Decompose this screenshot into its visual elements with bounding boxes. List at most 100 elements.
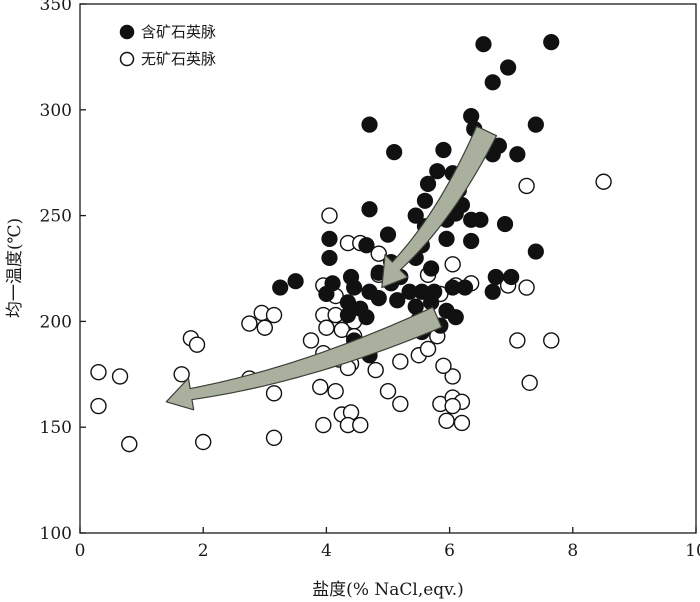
y-tick-label: 350 bbox=[40, 0, 72, 15]
legend: 含矿石英脉 无矿石英脉 bbox=[119, 23, 216, 68]
data-point-barren bbox=[444, 368, 461, 385]
data-point-barren bbox=[370, 245, 387, 262]
data-point-barren bbox=[173, 366, 190, 383]
data-point-ore bbox=[496, 215, 514, 233]
data-point-barren bbox=[327, 383, 344, 400]
legend-marker-ore bbox=[119, 24, 135, 40]
data-point-barren bbox=[121, 435, 138, 453]
data-point-barren bbox=[509, 332, 526, 349]
data-point-barren bbox=[111, 368, 129, 385]
x-tick-label: 10 bbox=[685, 541, 700, 561]
data-point-barren bbox=[256, 319, 273, 336]
data-point-barren bbox=[379, 383, 397, 400]
data-point-barren bbox=[435, 357, 452, 375]
data-point-ore bbox=[321, 249, 338, 267]
data-point-ore bbox=[475, 36, 492, 53]
x-axis-title: 盐度(% NaCl,eqv.) bbox=[312, 580, 464, 600]
data-point-ore bbox=[361, 201, 378, 218]
data-point-ore bbox=[543, 33, 560, 51]
plot-area bbox=[79, 3, 697, 534]
data-point-ore bbox=[509, 146, 526, 163]
data-point-ore bbox=[484, 283, 501, 300]
data-point-barren bbox=[444, 256, 461, 273]
x-tick-label: 4 bbox=[321, 541, 332, 561]
x-tick-label: 2 bbox=[198, 541, 209, 561]
data-point-ore bbox=[358, 237, 375, 254]
data-point-ore bbox=[447, 309, 464, 326]
data-point-ore bbox=[438, 230, 455, 247]
data-point-ore bbox=[321, 230, 338, 247]
data-point-barren bbox=[518, 177, 535, 195]
data-point-ore bbox=[527, 243, 544, 260]
trend-arrows bbox=[165, 125, 498, 411]
data-point-ore bbox=[423, 260, 440, 277]
data-point-barren bbox=[188, 336, 206, 353]
data-point-barren bbox=[265, 429, 283, 446]
data-point-ore bbox=[487, 268, 504, 286]
data-point-barren bbox=[595, 173, 612, 190]
data-point-ore bbox=[389, 292, 406, 309]
data-point-ore bbox=[503, 268, 520, 286]
x-tick-label: 0 bbox=[75, 541, 86, 561]
data-point-barren bbox=[444, 397, 461, 415]
data-point-ore bbox=[386, 144, 403, 161]
data-point-ore bbox=[287, 273, 304, 290]
data-point-barren bbox=[521, 374, 538, 391]
data-point-barren bbox=[318, 319, 335, 336]
data-point-barren bbox=[315, 416, 332, 434]
data-point-ore bbox=[407, 207, 424, 224]
data-point-ore bbox=[358, 309, 375, 326]
y-tick-label: 150 bbox=[40, 418, 72, 438]
y-tick-label: 250 bbox=[40, 207, 72, 227]
data-point-ore bbox=[379, 226, 397, 243]
data-point-ore bbox=[463, 211, 480, 228]
data-point-barren bbox=[194, 433, 212, 451]
data-point-barren bbox=[90, 363, 107, 381]
data-point-ore bbox=[416, 192, 434, 209]
data-point-barren bbox=[265, 385, 283, 402]
data-point-ore bbox=[463, 232, 480, 250]
data-point-ore bbox=[456, 279, 474, 296]
data-point-ore bbox=[339, 306, 357, 324]
y-tick-label: 100 bbox=[40, 524, 72, 544]
data-point-barren bbox=[352, 416, 369, 434]
data-point-barren bbox=[241, 315, 258, 332]
data-point-barren bbox=[392, 353, 409, 370]
data-point-barren bbox=[543, 332, 560, 349]
data-point-ore bbox=[500, 59, 517, 76]
data-point-barren bbox=[367, 361, 384, 379]
data-point-barren bbox=[302, 332, 320, 349]
data-point-barren bbox=[312, 378, 329, 396]
data-point-barren bbox=[90, 397, 107, 415]
y-axis-title: 均一温度(℃) bbox=[5, 218, 25, 318]
x-axis: 0 2 4 6 8 10 bbox=[75, 527, 700, 561]
y-tick-label: 200 bbox=[40, 312, 72, 332]
data-point-barren bbox=[518, 279, 535, 296]
y-axis: 100 150 200 250 300 350 bbox=[40, 0, 86, 544]
data-point-ore bbox=[527, 116, 544, 133]
data-point-ore bbox=[318, 285, 335, 302]
data-point-ore bbox=[419, 175, 437, 192]
data-point-barren bbox=[438, 412, 455, 430]
data-point-ore bbox=[361, 116, 378, 133]
data-point-barren bbox=[419, 340, 437, 358]
y-tick-label: 300 bbox=[40, 101, 72, 121]
data-point-ore bbox=[272, 279, 289, 296]
data-point-barren bbox=[321, 207, 338, 224]
x-tick-label: 6 bbox=[444, 541, 455, 561]
data-point-ore bbox=[370, 290, 387, 307]
trend-arrow bbox=[381, 125, 498, 289]
data-point-ore bbox=[429, 163, 446, 180]
data-point-ore bbox=[484, 74, 501, 91]
legend-marker-barren bbox=[119, 51, 135, 67]
data-point-barren bbox=[265, 306, 283, 324]
data-point-ore bbox=[346, 279, 363, 296]
legend-label-barren: 无矿石英脉 bbox=[141, 50, 216, 68]
legend-label-ore: 含矿石英脉 bbox=[141, 23, 216, 41]
trend-arrow bbox=[165, 306, 443, 411]
data-point-barren bbox=[392, 395, 409, 413]
x-tick-label: 8 bbox=[567, 541, 578, 561]
data-point-ore bbox=[435, 141, 452, 159]
data-point-barren bbox=[453, 414, 471, 432]
